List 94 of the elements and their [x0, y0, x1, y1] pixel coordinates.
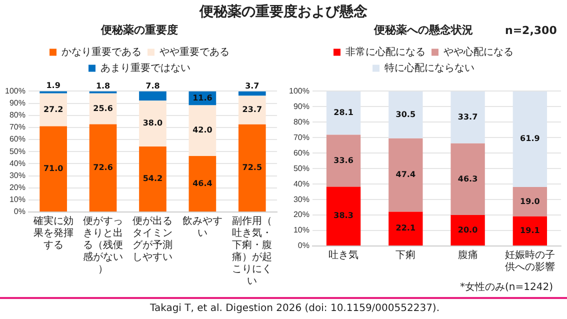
x-tick-label: 便が出るタイミングが予測しやすい — [132, 214, 173, 263]
data-label: 42.0 — [192, 126, 213, 135]
data-label: 71.0 — [43, 164, 64, 173]
y-tick-label: 80% — [293, 117, 310, 126]
legend-label: やや重要である — [160, 46, 230, 58]
bar — [238, 96, 266, 124]
y-tick-label: 100% — [288, 86, 310, 96]
data-label: 46.4 — [192, 178, 213, 188]
bar — [326, 91, 361, 135]
text: Takagi T, et al. Digestion 2026 (doi: 10.1159/000552237). — [150, 303, 440, 314]
bar — [139, 91, 166, 101]
y-tick-label: 20% — [9, 183, 26, 192]
data-label: 23.7 — [242, 105, 262, 114]
legend-label: かなり重要である — [62, 46, 142, 58]
text: *女性のみ(n=1242) — [460, 280, 553, 294]
y-tick-label: 50% — [293, 164, 310, 173]
bar — [388, 212, 423, 246]
bar — [89, 93, 117, 124]
data-label: 11.6 — [192, 93, 213, 102]
data-label: 47.4 — [396, 170, 416, 180]
x-tick-label: 便がすっきりと出る（残便感がない） — [83, 216, 124, 275]
legend-label: 特に心配にならない — [384, 62, 474, 74]
y-tick-label: 90% — [293, 102, 310, 111]
y-tick-label: 90% — [9, 98, 26, 108]
y-tick-label: 100% — [4, 86, 26, 96]
data-label: 25.6 — [93, 104, 114, 113]
bar — [450, 215, 485, 246]
bar — [188, 105, 216, 156]
y-tick-label: 20% — [293, 210, 310, 220]
data-label: 30.5 — [396, 110, 416, 119]
data-label: 72.6 — [93, 162, 114, 172]
y-tick-label: 0% — [298, 241, 310, 250]
data-label: 7.8 — [146, 81, 160, 90]
bar — [326, 134, 361, 187]
bar — [512, 187, 548, 216]
x-tick-label: 吐き気 — [328, 248, 359, 261]
bar — [512, 91, 548, 188]
legend-label: あまり重要ではない — [100, 62, 190, 74]
data-label: 72.5 — [242, 163, 262, 172]
y-tick-label: 30% — [9, 170, 26, 180]
data-label: 27.2 — [43, 104, 64, 114]
x-tick-label: 飲みやすい — [182, 216, 222, 239]
data-label: 38.0 — [142, 118, 164, 128]
y-tick-label: 70% — [9, 122, 26, 132]
y-tick-label: 70% — [293, 132, 310, 142]
y-tick-label: 10% — [293, 226, 310, 235]
legend-label: 非常に心配になる — [346, 46, 426, 58]
bar — [450, 91, 485, 144]
data-label: 54.2 — [142, 174, 163, 184]
data-label: 38.3 — [334, 211, 354, 220]
bar — [450, 143, 485, 216]
chart-title: 便秘薬の重要度 — [100, 24, 178, 37]
y-tick-label: 80% — [9, 110, 26, 120]
x-tick-label: 腹痛 — [458, 248, 478, 261]
data-label: 19.0 — [520, 196, 540, 206]
x-tick-label: 妊娠時の子供への影響 — [504, 248, 555, 273]
bar — [139, 100, 166, 147]
data-label: 33.6 — [334, 156, 354, 165]
text: 便秘薬の重要度および懸念 — [198, 3, 368, 21]
data-label: 46.3 — [458, 174, 478, 184]
y-tick-label: 0% — [14, 207, 26, 216]
bar — [40, 93, 67, 126]
data-label: 3.7 — [245, 81, 260, 90]
bar — [326, 186, 361, 246]
y-tick-label: 40% — [293, 179, 310, 188]
text: n=2,300 — [505, 24, 557, 37]
chart-title: 便秘薬への懸念状況 — [373, 24, 473, 37]
data-label: 22.1 — [396, 224, 416, 233]
bar — [512, 216, 548, 246]
legend-label: やや心配になる — [444, 46, 514, 58]
x-tick-label: 副作用（吐き気・下痢・腹痛）が起こりにくい — [232, 216, 272, 287]
bar — [89, 124, 117, 212]
bar — [238, 91, 266, 96]
y-tick-label: 40% — [9, 158, 26, 168]
x-tick-label: 確実に効果を発揮する — [32, 214, 74, 251]
bar — [388, 138, 423, 212]
bar — [188, 156, 216, 212]
data-label: 19.1 — [520, 226, 540, 236]
data-label: 1.8 — [96, 81, 111, 90]
y-tick-label: 50% — [9, 146, 26, 156]
data-label: 28.1 — [334, 108, 354, 118]
data-label: 20.0 — [458, 225, 478, 234]
y-tick-label: 60% — [293, 148, 310, 158]
bar — [238, 124, 266, 212]
x-tick-label: 下痢 — [396, 248, 416, 261]
data-label: 61.9 — [520, 134, 540, 144]
y-tick-label: 10% — [9, 195, 26, 204]
y-tick-label: 30% — [293, 194, 310, 204]
bar — [388, 91, 423, 138]
y-tick-label: 60% — [9, 134, 26, 144]
bar — [139, 146, 166, 212]
data-label: 1.9 — [46, 81, 61, 90]
bar — [40, 126, 67, 212]
data-label: 33.7 — [458, 112, 478, 122]
